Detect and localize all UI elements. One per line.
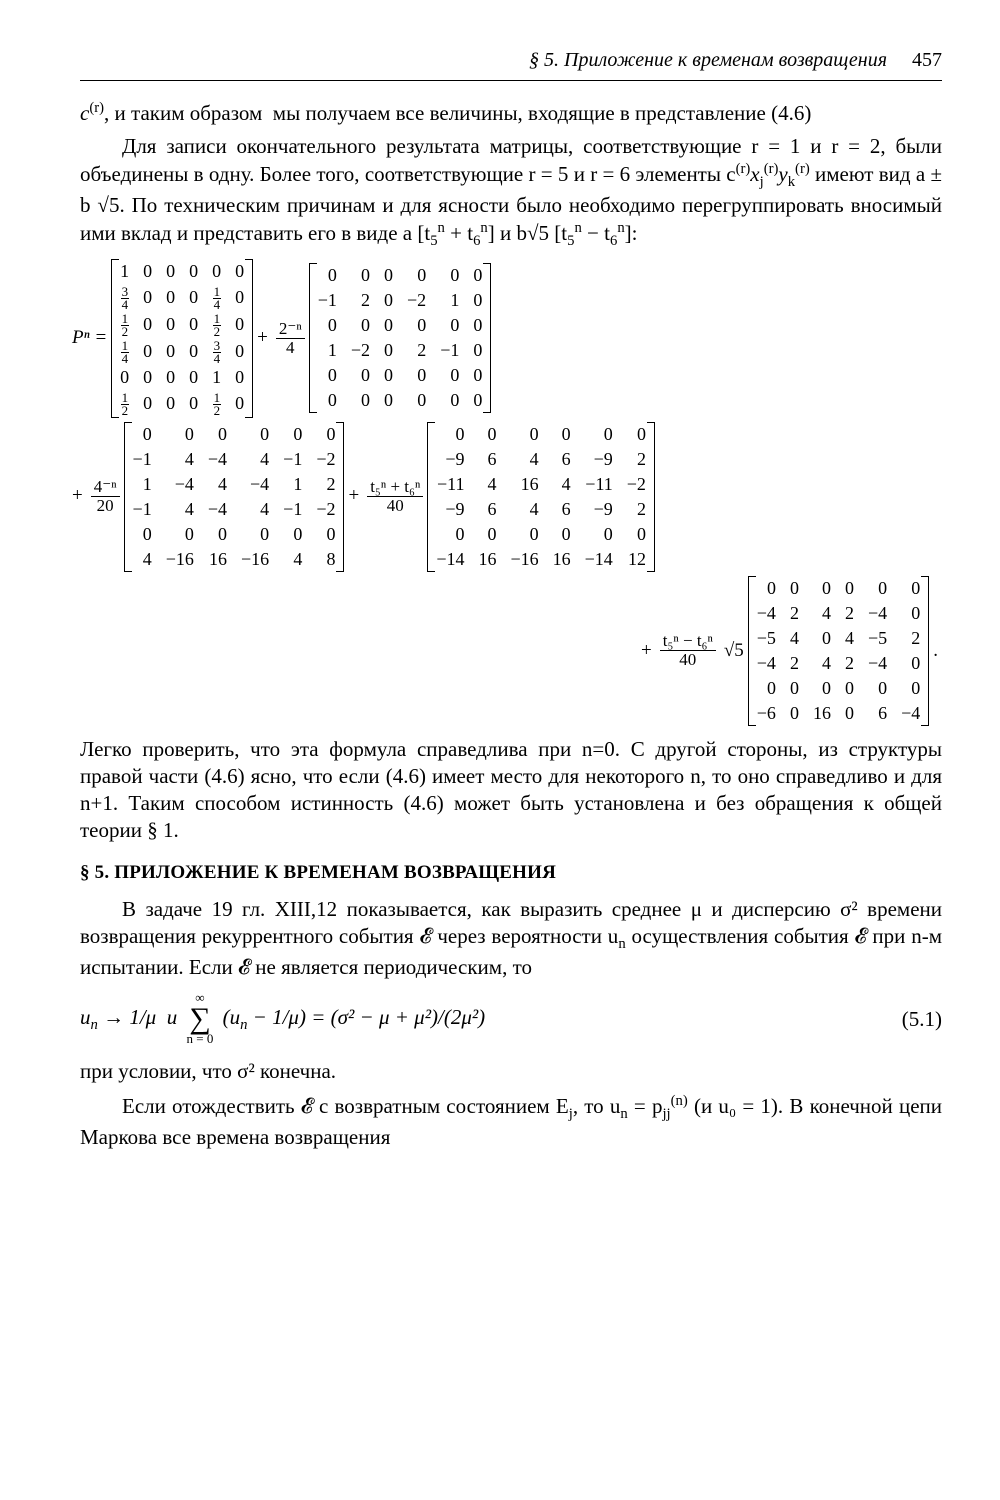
running-header: § 5. Приложение к временам возвращения 4… [80,48,942,81]
matrix-5: 000000−4242−40−5404−52−4242−40000000−601… [748,576,929,726]
para-4: В задаче 19 гл. XIII,12 показывается, ка… [80,896,942,981]
para-6: Если отождествить 𝓔 с возвратным состоян… [80,1092,942,1151]
para-5: при условии, что σ² конечна. [80,1058,942,1085]
matrix-formula: Pⁿ = 10000034000140120001201400034000001… [68,259,942,726]
equation-5-1: un → 1/μ и ∞ ∑ n = 0 (un − 1/μ) = (σ² − … [80,990,942,1047]
para-2: Для записи окончательного результата мат… [80,133,942,251]
pn-symbol: Pⁿ = [68,326,111,350]
para-1: c(r), и таким образом мы получаем все ве… [80,99,942,127]
sum-symbol: ∞ ∑ n = 0 [186,990,213,1047]
para-3: Легко проверить, что эта формула справед… [80,736,942,844]
header-section: § 5. Приложение к временам возвращения [529,49,887,71]
equation-number: (5.1) [872,1006,942,1033]
page: § 5. Приложение к временам возвращения 4… [0,0,1000,1500]
section-title: § 5. ПРИЛОЖЕНИЕ К ВРЕМЕНАМ ВОЗВРАЩЕНИЯ [80,861,942,885]
matrix-3: 000000−14−44−1−21−44−412−14−44−1−2000000… [124,422,345,572]
matrix-4: 000000−9646−92−114164−11−2−9646−92000000… [427,422,655,572]
matrix-2: 000000−120−2100000001−202−10000000000000 [309,263,492,413]
page-number: 457 [912,49,942,71]
matrix-1: 1000003400014012000120140003400000101200… [111,259,253,417]
